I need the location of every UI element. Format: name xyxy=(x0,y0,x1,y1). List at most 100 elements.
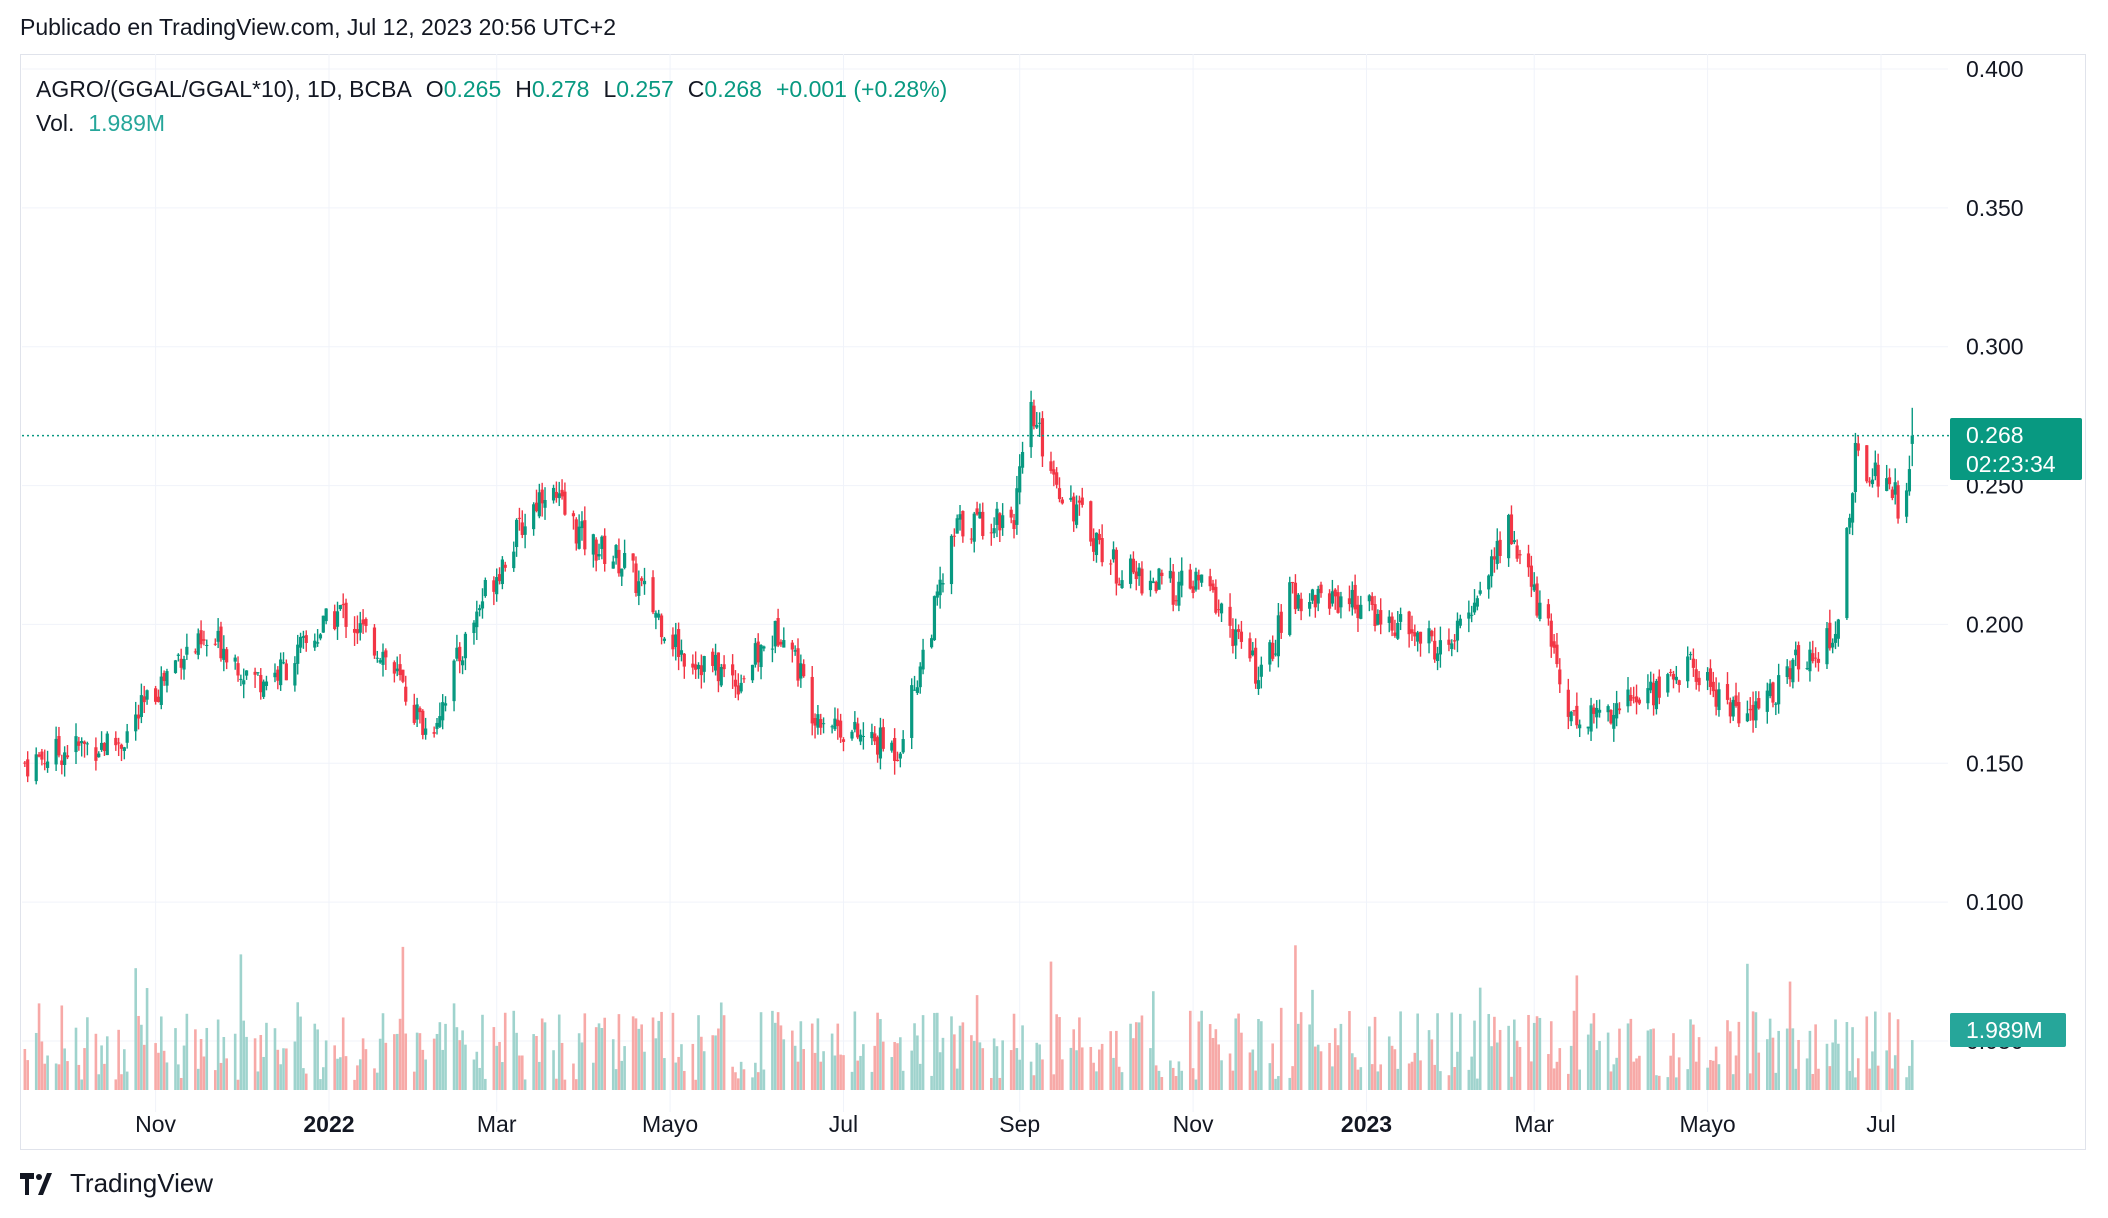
volume-bar xyxy=(594,1027,598,1090)
volume-bar xyxy=(535,1036,538,1090)
candle-body xyxy=(1651,682,1656,706)
tradingview-logo-icon[interactable] xyxy=(20,1172,60,1195)
volume-bar xyxy=(1538,1017,1542,1090)
volume-bar xyxy=(23,1048,27,1090)
candle-body xyxy=(949,535,954,585)
candle-body xyxy=(1080,497,1084,505)
volume-bar xyxy=(779,1025,783,1090)
candle-body xyxy=(443,703,448,706)
candle-body xyxy=(1808,649,1812,672)
volume-bar xyxy=(879,1019,882,1090)
volume-bar xyxy=(302,1068,305,1090)
candle-body xyxy=(1805,668,1809,670)
candle-body xyxy=(1447,639,1451,645)
volume-bar xyxy=(1791,1028,1795,1090)
volume-bar xyxy=(1260,1021,1263,1090)
volume-bar xyxy=(683,1070,686,1090)
candle-body xyxy=(1850,493,1855,523)
volume-bar xyxy=(992,1038,996,1090)
volume-bar xyxy=(435,1033,439,1090)
candle-body xyxy=(284,663,288,681)
candle-body xyxy=(1470,614,1474,616)
candle-body xyxy=(1293,582,1298,610)
candle-body xyxy=(833,718,837,730)
volume-bar xyxy=(574,1079,578,1090)
volume-bar xyxy=(222,1037,226,1090)
candle-body xyxy=(1612,714,1616,729)
volume-bar xyxy=(754,1062,757,1090)
volume-bar xyxy=(1115,1030,1118,1090)
candle-body xyxy=(333,611,337,630)
volume-bar xyxy=(472,1059,476,1090)
volume-bar xyxy=(54,1063,58,1090)
symbol-label[interactable]: AGRO/(GGAL/GGAL*10), 1D, BCBA xyxy=(36,76,412,102)
candle-body xyxy=(617,549,621,574)
candle-body xyxy=(1049,461,1053,471)
volume-bar xyxy=(1058,1017,1061,1090)
low-value: 0.257 xyxy=(616,76,674,102)
candle-body xyxy=(1435,653,1440,662)
candle-body xyxy=(770,648,775,650)
candle-body xyxy=(1887,477,1892,485)
candle-body xyxy=(1299,598,1303,612)
candle-body xyxy=(1197,574,1201,581)
volume-bar xyxy=(40,1041,44,1090)
candle-body xyxy=(352,629,357,633)
x-tick-label: Mayo xyxy=(642,1111,698,1137)
volume-bar xyxy=(60,1005,64,1090)
volume-bar xyxy=(37,1003,41,1090)
volume-bar xyxy=(1646,1030,1650,1090)
candle-body xyxy=(1001,515,1005,528)
volume-bar xyxy=(484,1078,487,1090)
volume-bar xyxy=(1817,1068,1820,1090)
volume-bar xyxy=(1677,1057,1681,1090)
volume-bar xyxy=(412,1071,416,1090)
candle-body xyxy=(830,726,834,728)
candle-body xyxy=(1578,724,1582,729)
candle-body xyxy=(304,635,308,644)
candle-body xyxy=(119,744,124,749)
candle-body xyxy=(1453,640,1457,642)
volume-bar xyxy=(273,1028,277,1090)
volume-bar xyxy=(1456,1051,1459,1090)
volume-bar xyxy=(1726,1020,1729,1090)
volume-bar xyxy=(1157,1070,1161,1090)
candle-body xyxy=(441,702,445,721)
candle-body xyxy=(1876,464,1880,487)
candle-body xyxy=(324,608,328,622)
volume-bar xyxy=(1009,1050,1013,1090)
candle-body xyxy=(1231,628,1235,647)
candle-body xyxy=(185,646,189,655)
candle-body xyxy=(1634,696,1639,703)
volume-bar xyxy=(1194,1079,1198,1090)
candle-body xyxy=(1393,632,1397,636)
candle-body xyxy=(1100,538,1104,563)
candle-body xyxy=(483,580,487,597)
volume-bar xyxy=(776,1012,780,1090)
candle-body xyxy=(1012,520,1016,530)
candle-body xyxy=(1657,676,1661,698)
volume-bar xyxy=(1797,1039,1800,1090)
candle-body xyxy=(1572,710,1576,712)
low-label: L xyxy=(603,76,617,102)
candle-body xyxy=(77,741,81,746)
candle-body xyxy=(398,664,402,676)
candle-body xyxy=(1637,699,1641,704)
volume-bar xyxy=(304,1073,308,1090)
candle-body xyxy=(793,650,797,652)
tradingview-brand[interactable]: TradingView xyxy=(70,1168,214,1198)
candle-body xyxy=(935,591,939,598)
candle-body xyxy=(694,664,698,670)
volume-bar xyxy=(731,1066,734,1090)
volume-bar xyxy=(1831,1042,1834,1090)
volume-bar xyxy=(196,1068,200,1090)
volume-bar xyxy=(1251,1049,1255,1090)
candle-body xyxy=(543,499,547,508)
candle-body xyxy=(790,642,794,650)
volume-bar xyxy=(1737,1021,1741,1090)
volume-bar xyxy=(833,1055,837,1090)
candle-body xyxy=(756,641,760,663)
candle-body xyxy=(711,651,715,666)
volume-bar xyxy=(74,1027,78,1090)
